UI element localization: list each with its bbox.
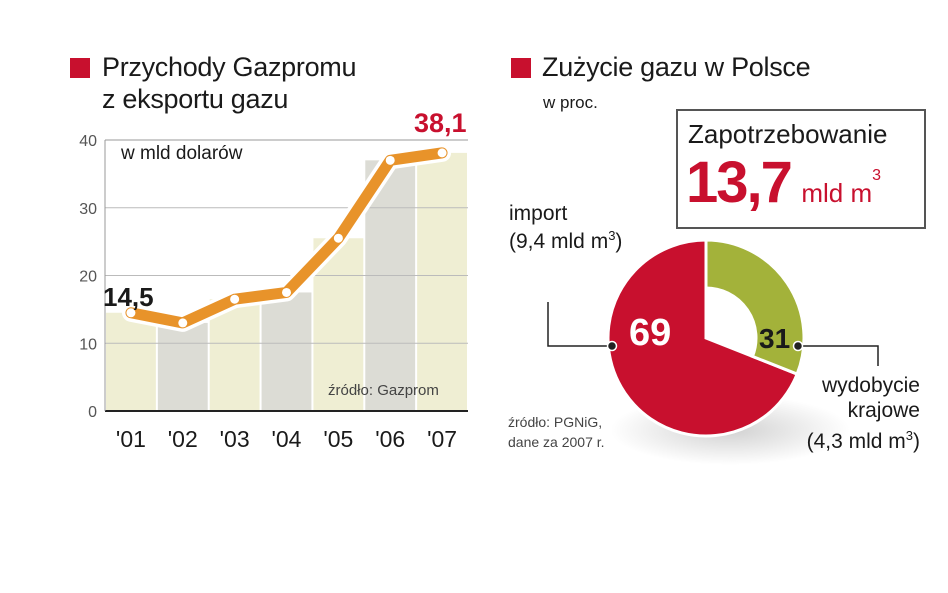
pie-chart xyxy=(547,238,879,465)
y-tick-labels: 0 10 20 30 40 xyxy=(79,133,97,421)
pie-slice-domestic xyxy=(704,238,806,377)
import-label: import xyxy=(509,202,568,225)
domestic-leader-line xyxy=(799,345,879,366)
domestic-label: wydobycie krajowe (4,3 mld m3) xyxy=(806,374,920,453)
unit-label-right: w proc. xyxy=(543,93,598,112)
unit-label-left: w mld dolarów xyxy=(117,143,247,165)
demand-number: 13,7 xyxy=(686,150,793,215)
last-value-label: 38,1 xyxy=(414,108,467,138)
gridlines xyxy=(105,139,468,344)
line-chart: 0 10 20 30 40 '01 '02 '03 '04 '05 '06 '07 xyxy=(79,133,468,452)
demand-unit-sup: 3 xyxy=(872,167,882,184)
title-marker-left xyxy=(70,58,90,78)
pie-value-import: 69 xyxy=(629,312,672,354)
svg-text:'06: '06 xyxy=(375,426,405,452)
chart-title-right: Zużycie gazu w Polsce xyxy=(542,52,811,82)
demand-box: Zapotrzebowanie 13,7 mld m3 xyxy=(676,109,926,229)
data-points xyxy=(126,148,447,328)
source-right: źródło: PGNiG, dane za 2007 r. xyxy=(508,414,605,450)
pie-slice-import xyxy=(606,238,800,438)
pie-value-domestic: 31 xyxy=(759,323,791,354)
svg-text:10: 10 xyxy=(79,336,97,353)
svg-text:'03: '03 xyxy=(220,426,250,452)
svg-text:'02: '02 xyxy=(168,426,198,452)
demand-label: Zapotrzebowanie xyxy=(688,119,888,149)
svg-text:'05: '05 xyxy=(323,426,353,452)
svg-text:30: 30 xyxy=(79,201,97,218)
first-value-label: 14,5 xyxy=(103,282,154,312)
svg-text:0: 0 xyxy=(88,404,97,421)
svg-text:'07: '07 xyxy=(427,426,457,452)
source-left: źródło: Gazprom xyxy=(328,382,439,399)
demand-unit: mld m xyxy=(801,178,873,208)
svg-text:20: 20 xyxy=(79,269,97,286)
svg-text:'01: '01 xyxy=(116,426,146,452)
chart-title-left-line2: z eksportu gazu xyxy=(102,84,289,114)
import-leader-line xyxy=(547,302,611,347)
import-amount: (9,4 mld m3) xyxy=(509,228,623,253)
title-marker-right xyxy=(511,58,531,78)
background-bars xyxy=(106,152,467,411)
svg-text:'04: '04 xyxy=(272,426,302,452)
svg-text:40: 40 xyxy=(79,133,97,150)
chart-title-left-line1: Przychody Gazpromu xyxy=(102,52,357,82)
x-tick-labels: '01 '02 '03 '04 '05 '06 '07 xyxy=(116,426,457,452)
demand-value: 13,7 mld m3 xyxy=(686,149,881,216)
